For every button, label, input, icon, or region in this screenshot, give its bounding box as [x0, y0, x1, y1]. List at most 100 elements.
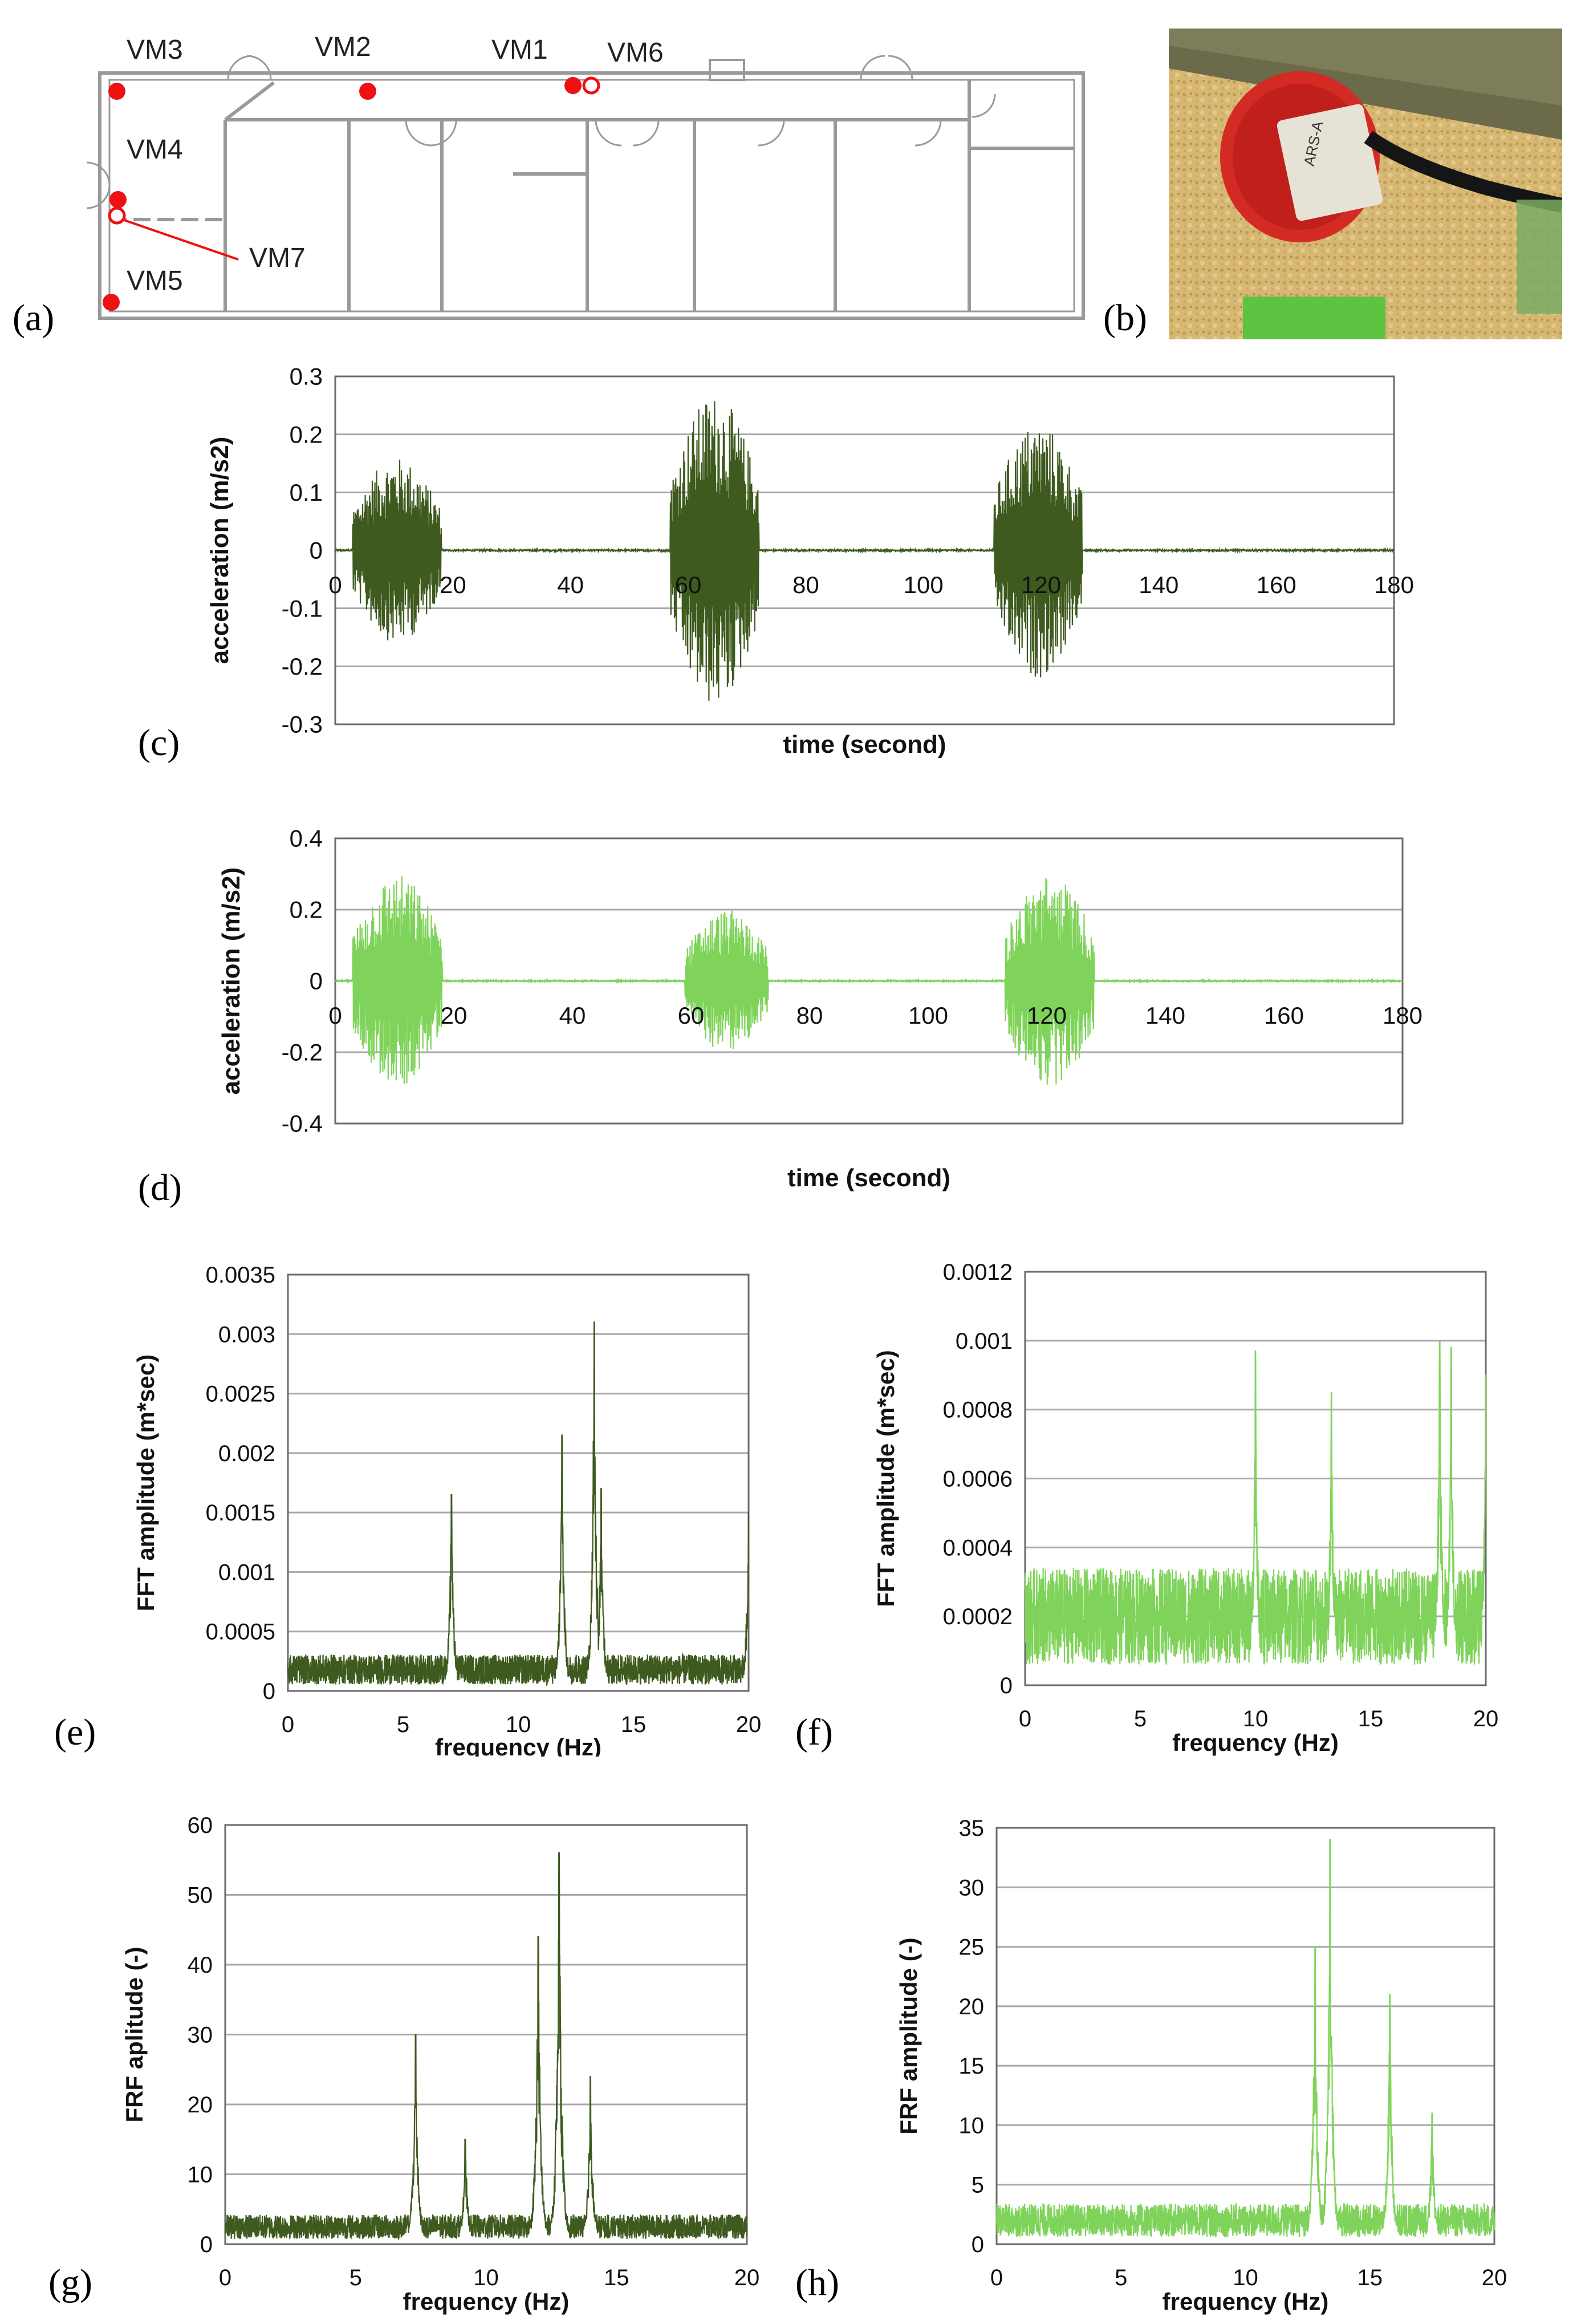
label-vm2: VM2 — [315, 32, 371, 62]
ytick-label-f-2: 0.0008 — [943, 1398, 1013, 1423]
ytick-label-f-5: 0.0002 — [943, 1604, 1013, 1629]
xtick-label-f-2: 10 — [1243, 1706, 1269, 1731]
series-line-h — [995, 1839, 1495, 2238]
xtick-label-d-0: 0 — [328, 1002, 342, 1029]
ytick-label-h-5: 10 — [959, 2113, 985, 2138]
ytick-label-e-0: 0.0035 — [206, 1263, 275, 1288]
xtick-label-f-1: 5 — [1134, 1706, 1147, 1731]
panel-label-g: (g) — [48, 2262, 92, 2303]
ytick-label-c-4: -0.1 — [282, 595, 323, 622]
yaxis-label-d: acceleration (m/s2) — [217, 867, 245, 1095]
xaxis-label-h: frequency (Hz) — [1163, 2288, 1329, 2315]
ytick-label-h-6: 5 — [972, 2173, 984, 2198]
xtick-label-h-4: 20 — [1482, 2265, 1507, 2290]
panel-label-a: (a) — [13, 297, 55, 339]
xtick-label-g-3: 15 — [604, 2265, 629, 2290]
ytick-label-c-0: 0.3 — [290, 363, 323, 390]
xtick-label-h-2: 10 — [1233, 2265, 1258, 2290]
plot-frame-g — [224, 1824, 748, 2245]
xtick-label-d-6: 120 — [1027, 1002, 1067, 1029]
yaxis-label-g: FRF aplitude (-) — [121, 1947, 148, 2123]
ytick-label-h-0: 35 — [959, 1816, 985, 1841]
series-line-g — [224, 1852, 748, 2241]
sensor-box — [1277, 104, 1383, 221]
label-vm1: VM1 — [491, 35, 548, 65]
series-line-d — [335, 876, 1403, 1085]
ytick-label-e-7: 0 — [263, 1679, 275, 1704]
series-line-c — [335, 401, 1395, 701]
xtick-label-c-0: 0 — [328, 571, 342, 598]
ytick-label-f-1: 0.001 — [956, 1329, 1013, 1354]
yaxis-label-h: FRF amplitude (-) — [895, 1937, 922, 2134]
ytick-label-h-4: 15 — [959, 2054, 985, 2079]
xtick-label-d-4: 80 — [796, 1002, 823, 1029]
ytick-label-g-4: 20 — [188, 2092, 213, 2118]
xtick-label-h-3: 15 — [1357, 2265, 1383, 2290]
sensor-vm6-marker — [582, 76, 600, 95]
ytick-label-h-7: 0 — [972, 2232, 984, 2257]
xtick-label-d-9: 180 — [1383, 1002, 1422, 1029]
ytick-label-c-3: 0 — [310, 537, 323, 564]
ytick-label-e-6: 0.0005 — [206, 1620, 275, 1645]
xtick-label-g-4: 20 — [734, 2265, 760, 2290]
label-vm4: VM4 — [127, 135, 183, 165]
floor-plan: VM3 VM2 VM1 VM6 VM4 VM7 VM5 — [86, 32, 1085, 320]
xtick-label-c-3: 60 — [675, 571, 702, 598]
xtick-label-c-5: 100 — [904, 571, 944, 598]
xtick-label-f-3: 15 — [1358, 1706, 1384, 1731]
xtick-label-e-3: 15 — [621, 1712, 647, 1737]
ytick-label-g-3: 30 — [188, 2023, 213, 2048]
xtick-label-h-1: 5 — [1115, 2265, 1127, 2290]
xaxis-label-f: frequency (Hz) — [1172, 1729, 1339, 1756]
xtick-label-e-4: 20 — [736, 1712, 762, 1737]
sensor-vm5-marker — [103, 294, 120, 311]
yaxis-label-e: FFT amplitude (m*sec) — [132, 1354, 159, 1611]
xtick-label-c-7: 140 — [1139, 571, 1178, 598]
xtick-label-c-8: 160 — [1257, 571, 1296, 598]
xtick-label-f-0: 0 — [1019, 1706, 1031, 1731]
ytick-label-g-6: 0 — [200, 2232, 213, 2257]
label-vm5: VM5 — [127, 266, 183, 296]
chart-c: 0.30.20.10-0.1-0.2-0.30 20 40 60 80 100 120 140… — [206, 363, 1414, 759]
xtick-label-h-0: 0 — [990, 2265, 1003, 2290]
xtick-label-c-1: 20 — [440, 571, 466, 598]
ytick-label-d-4: -0.4 — [282, 1110, 323, 1137]
ytick-label-e-4: 0.0015 — [206, 1500, 275, 1526]
ytick-label-h-2: 25 — [959, 1935, 985, 1960]
xtick-label-e-0: 0 — [282, 1712, 294, 1737]
xaxis-label-d: time (second) — [787, 1164, 950, 1192]
ytick-label-f-4: 0.0004 — [943, 1535, 1013, 1560]
chart-e: 0.0035 0.003 0.0025 0.002 0.0015 0.001 0.0005 0… — [132, 1263, 762, 1757]
label-vm7: VM7 — [249, 243, 306, 273]
ytick-label-h-1: 30 — [959, 1875, 985, 1900]
xtick-label-d-2: 40 — [559, 1002, 586, 1029]
ytick-label-g-0: 60 — [188, 1813, 213, 1838]
xaxis-label-c: time (second) — [783, 731, 946, 759]
ytick-label-d-0: 0.4 — [290, 825, 323, 852]
plot-frame-h — [995, 1827, 1495, 2245]
sensor-vm4-marker — [109, 191, 127, 208]
xtick-label-d-8: 160 — [1264, 1002, 1304, 1029]
ytick-label-d-2: 0 — [310, 968, 323, 995]
xtick-label-d-5: 100 — [908, 1002, 948, 1029]
chart-h: 35 30 25 20 15 10 5 00 5 10 15 20 frequency (Hz) FRF … — [895, 1816, 1507, 2315]
ytick-label-c-5: -0.2 — [282, 653, 323, 680]
xtick-label-d-1: 20 — [441, 1002, 468, 1029]
xtick-label-c-9: 180 — [1374, 571, 1414, 598]
ytick-label-d-1: 0.2 — [290, 897, 323, 923]
ytick-label-c-6: -0.3 — [282, 711, 323, 738]
xaxis-label-g: frequency (Hz) — [403, 2288, 570, 2315]
panel-label-b: (b) — [1103, 297, 1147, 339]
ytick-label-h-3: 20 — [959, 1994, 985, 2019]
ytick-label-f-0: 0.0012 — [943, 1260, 1013, 1285]
panel-label-f: (f) — [795, 1711, 833, 1753]
ytick-label-e-3: 0.002 — [218, 1441, 275, 1466]
sensor-photo: ARS-A — [1169, 29, 1562, 339]
xtick-label-c-2: 40 — [557, 571, 584, 598]
panel-label-h: (h) — [795, 2262, 839, 2303]
ytick-label-g-2: 40 — [188, 1953, 213, 1978]
sensor-vm2-marker — [359, 83, 376, 100]
plot-frame-e — [287, 1273, 750, 1692]
xtick-label-g-2: 10 — [473, 2265, 499, 2290]
ytick-label-f-6: 0 — [1000, 1673, 1013, 1698]
